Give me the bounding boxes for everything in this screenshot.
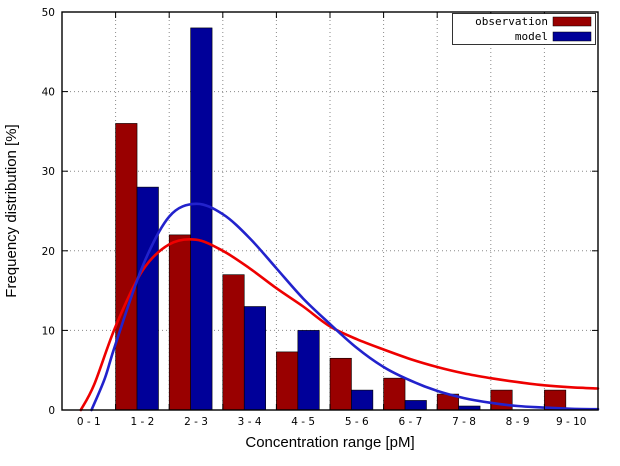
x-tick-label: 3 - 4 [238,416,262,428]
bar-observation [329,357,352,411]
x-tick-label: 9 - 10 [556,416,587,428]
bar-observation [490,389,513,411]
x-tick-label: 8 - 9 [506,416,530,428]
y-tick-label: 20 [42,246,55,258]
plot-border [61,11,599,411]
x-tick-label: 1 - 2 [130,416,154,428]
legend-label-observation: observation [475,15,548,28]
curves-layer [79,202,600,412]
x-tick-label: 5 - 6 [345,416,369,428]
x-tick-label: 4 - 5 [291,416,315,428]
bars-observation [115,123,567,411]
y-tick-label: 50 [42,7,55,19]
bars-model [136,27,481,411]
x-tick-label: 2 - 3 [184,416,208,428]
bar-model [297,330,320,411]
bar-observation [115,123,138,411]
bar-model [404,400,427,411]
y-tick-label: 0 [48,405,55,417]
bar-model [136,186,159,411]
y-tick-label: 30 [42,166,55,178]
bar-observation [383,377,406,411]
grid-layer [62,12,598,410]
x-tick-label: 6 - 7 [398,416,422,428]
bar-observation [222,274,245,411]
bar-observation [168,234,191,411]
legend-swatch-observation [552,16,592,27]
x-tick-label: 0 - 1 [77,416,101,428]
legend: observation model [452,13,596,45]
y-tick-label: 10 [42,325,55,337]
bar-observation [276,351,299,411]
y-tick-label: 40 [42,87,55,99]
x-tick-label: 7 - 8 [452,416,476,428]
x-axis-title: Concentration range [pM] [245,434,414,451]
tick-labels-layer: 0 - 1 1 - 2 2 - 3 3 - 4 4 - 5 5 - 6 6 - 7 7 - 8… [42,7,587,428]
curve-model-curve [90,202,600,412]
bar-model [243,306,266,411]
bar-model [190,27,213,411]
y-axis-title: Frequency distribution [%] [3,124,20,297]
bar-model [351,389,374,411]
legend-swatch-model [552,31,592,42]
curve-observation-curve [79,237,600,412]
legend-label-model: model [515,30,548,43]
